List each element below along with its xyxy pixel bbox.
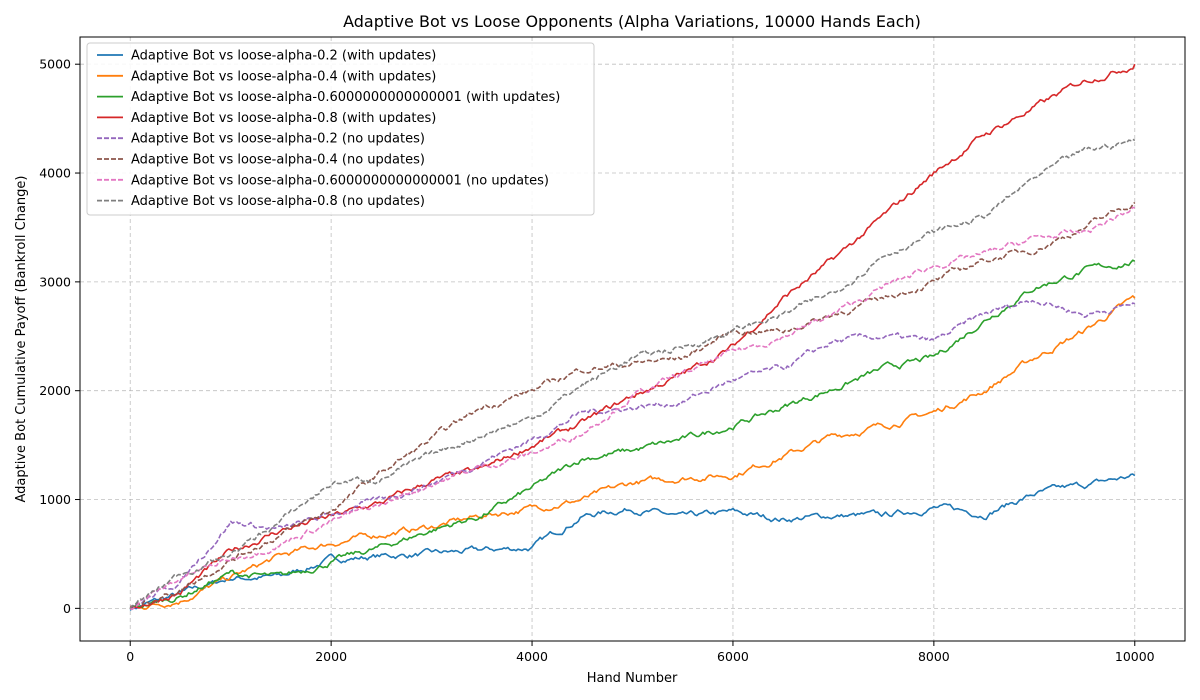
y-tick-label: 5000 xyxy=(39,57,71,72)
legend-entry-label: Adaptive Bot vs loose-alpha-0.4 (with up… xyxy=(131,69,436,84)
legend-entry-label: Adaptive Bot vs loose-alpha-0.8 (with up… xyxy=(131,111,436,126)
plot-area-frame xyxy=(79,36,1186,642)
legend-box xyxy=(86,42,595,216)
legend-entry-label: Adaptive Bot vs loose-alpha-0.6000000000… xyxy=(131,173,549,188)
series-lines xyxy=(129,63,1136,611)
series-line-8 xyxy=(129,138,1136,609)
legend-entry-label: Adaptive Bot vs loose-alpha-0.8 (no upda… xyxy=(131,194,425,209)
series-line-1 xyxy=(129,473,1136,611)
y-tick-label: 1000 xyxy=(39,492,71,507)
legend-entry-label: Adaptive Bot vs loose-alpha-0.2 (no upda… xyxy=(131,132,425,147)
x-tick-label: 0 xyxy=(126,649,134,664)
y-tick-label: 0 xyxy=(63,601,71,616)
x-tick-label: 4000 xyxy=(516,649,548,664)
series-line-3 xyxy=(129,259,1136,610)
x-axis-label: Hand Number xyxy=(587,671,678,686)
y-tick-label: 4000 xyxy=(39,166,71,181)
series-line-5 xyxy=(129,299,1135,610)
y-axis-ticks: 0 1000 2000 3000 4000 5000 xyxy=(39,57,80,616)
x-tick-label: 10000 xyxy=(1115,649,1155,664)
legend-entry-label: Adaptive Bot vs loose-alpha-0.4 (no upda… xyxy=(131,153,425,168)
legend-entry-label: Adaptive Bot vs loose-alpha-0.2 (with up… xyxy=(131,49,436,64)
x-tick-label: 6000 xyxy=(717,649,749,664)
y-tick-label: 2000 xyxy=(39,383,71,398)
chart-title: Adaptive Bot vs Loose Opponents (Alpha V… xyxy=(343,12,921,31)
y-axis-label: Adaptive Bot Cumulative Payoff (Bankroll… xyxy=(14,176,29,503)
x-tick-label: 2000 xyxy=(315,649,347,664)
legend-entry-label: Adaptive Bot vs loose-alpha-0.6000000000… xyxy=(131,90,560,105)
legend: Adaptive Bot vs loose-alpha-0.2 (with up… xyxy=(86,42,595,216)
x-axis-ticks: 0 2000 4000 6000 8000 10000 xyxy=(126,641,1155,664)
y-tick-label: 3000 xyxy=(39,274,71,289)
series-line-2 xyxy=(129,295,1136,610)
grid xyxy=(80,37,1185,641)
series-line-7 xyxy=(129,206,1135,611)
x-tick-label: 8000 xyxy=(918,649,950,664)
series-line-6 xyxy=(129,201,1136,610)
